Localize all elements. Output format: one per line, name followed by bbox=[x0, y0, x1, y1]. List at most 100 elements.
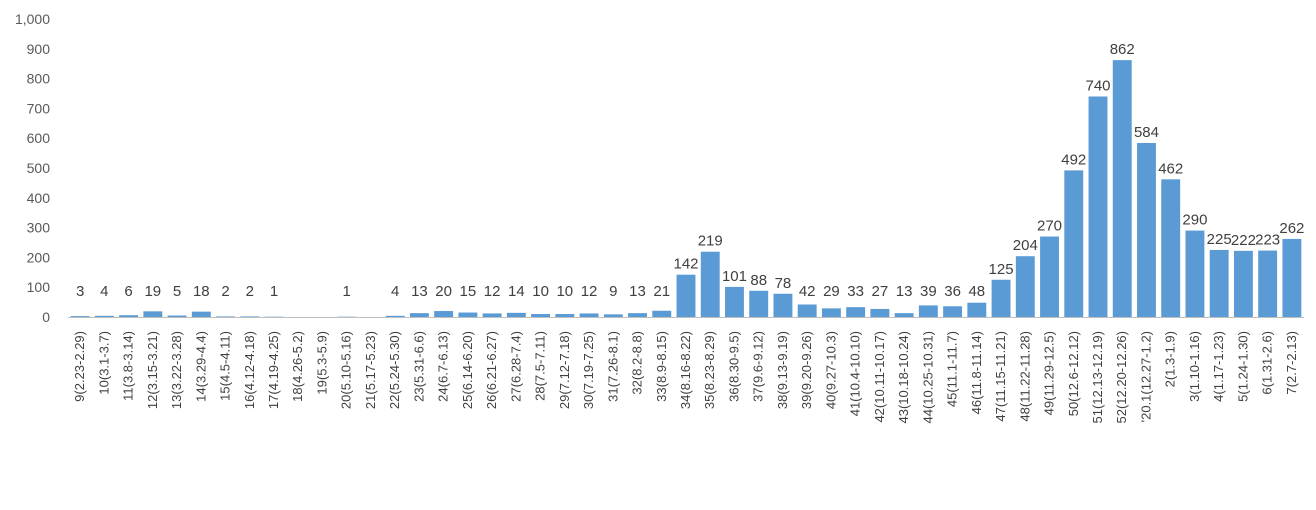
y-tick-label: 300 bbox=[27, 220, 51, 236]
x-tick-label: 15(4.5-4.11) bbox=[218, 331, 233, 401]
x-tick-label: 21(5.17-5.23) bbox=[363, 331, 378, 409]
data-label: 9 bbox=[609, 283, 617, 300]
y-tick-label: 800 bbox=[27, 71, 51, 87]
x-tick-label: 9(2.23-2.29) bbox=[72, 331, 87, 402]
x-tick-label: 33(8.9-8.15) bbox=[654, 331, 669, 402]
bar bbox=[603, 314, 623, 317]
bar bbox=[1282, 238, 1302, 317]
bar bbox=[943, 306, 963, 317]
y-tick-label: 400 bbox=[27, 190, 51, 206]
y-tick-label: 200 bbox=[27, 249, 51, 265]
bar bbox=[821, 308, 841, 317]
x-tick-label: 28(7.5-7.11) bbox=[533, 331, 548, 401]
x-tick-label: 49(11.29-12.5) bbox=[1042, 331, 1057, 415]
data-label: 13 bbox=[411, 283, 428, 300]
data-label: 4 bbox=[391, 283, 399, 300]
data-label: 20 bbox=[435, 283, 452, 300]
bar bbox=[1064, 170, 1084, 317]
bar bbox=[119, 315, 139, 317]
bar bbox=[1015, 256, 1035, 317]
x-tick-label: 20(5.10-5.16) bbox=[339, 331, 354, 409]
data-label: 5 bbox=[173, 283, 181, 300]
bar bbox=[1040, 236, 1059, 317]
x-tick-label: 6(1.31-2.6) bbox=[1260, 331, 1275, 395]
data-label: 13 bbox=[896, 283, 913, 300]
x-tick-label: 2(1.3-1.9) bbox=[1163, 331, 1178, 387]
data-labels: 3 4 6 19 5 18 2 2 1 1 4 13 20 15 12 14 10 10 12 9 13 21142219… bbox=[76, 41, 1304, 300]
data-label: 1 bbox=[270, 283, 278, 300]
data-label: 6 bbox=[124, 283, 132, 300]
y-tick-label: 500 bbox=[27, 160, 51, 176]
bar bbox=[409, 313, 429, 317]
x-tick-label: 12(3.15-3.21) bbox=[145, 331, 160, 409]
bar bbox=[870, 308, 890, 317]
data-label: 48 bbox=[968, 283, 985, 300]
x-tick-label: 48(11.22-11.28) bbox=[1017, 331, 1032, 422]
y-axis: 0 100 200 300 400 500 600 700 800 900 1,000 bbox=[15, 11, 50, 325]
bar bbox=[434, 311, 454, 317]
bar bbox=[216, 316, 235, 317]
bar bbox=[555, 314, 575, 317]
data-label: 262 bbox=[1279, 220, 1304, 237]
y-tick-label: 100 bbox=[27, 279, 51, 295]
x-tick-label: 14(3.29-4.4) bbox=[193, 331, 208, 402]
bar bbox=[385, 315, 405, 317]
x-tick-label: 42(10.11-10.17) bbox=[872, 331, 887, 423]
data-label: 740 bbox=[1085, 77, 1110, 94]
data-label: 78 bbox=[775, 275, 792, 292]
data-label: 19 bbox=[144, 283, 161, 300]
bar bbox=[1185, 230, 1205, 317]
y-tick-label: 0 bbox=[42, 309, 50, 325]
data-label: 33 bbox=[847, 283, 864, 300]
y-tick-label: 1,000 bbox=[15, 11, 50, 27]
x-tick-label: 40(9.27-10.3) bbox=[823, 331, 838, 409]
data-label: 29 bbox=[823, 283, 840, 300]
data-label: 10 bbox=[556, 283, 573, 300]
bar bbox=[94, 315, 114, 317]
bar bbox=[1112, 60, 1132, 318]
x-tick-label: 45(11.1-11.7) bbox=[945, 331, 960, 407]
bar bbox=[725, 286, 744, 317]
bar bbox=[918, 305, 938, 317]
data-label: 13 bbox=[629, 283, 646, 300]
bar bbox=[1258, 250, 1278, 317]
x-tick-label: 41(10.4-10.10) bbox=[848, 331, 863, 416]
data-label: 142 bbox=[673, 256, 698, 273]
bar bbox=[70, 316, 90, 317]
data-label: 290 bbox=[1182, 212, 1207, 229]
bar bbox=[700, 251, 720, 317]
data-label: 222 bbox=[1231, 232, 1256, 249]
x-tick-label: 43(10.18-10.24) bbox=[896, 331, 911, 424]
x-tick-label: 4(1.17-1.23) bbox=[1211, 331, 1226, 402]
x-tick-label: 31(7.26-8.1) bbox=[605, 331, 620, 402]
bar-series bbox=[70, 60, 1302, 318]
x-tick-label: 13(3.22-3.28) bbox=[169, 331, 184, 409]
data-label: 14 bbox=[508, 283, 525, 300]
bar bbox=[991, 279, 1011, 317]
x-tick-label: 26(6.21-6.27) bbox=[484, 331, 499, 409]
bar bbox=[191, 311, 211, 317]
x-tick-label: 17(4.19-4.25) bbox=[266, 331, 281, 409]
data-label: 21 bbox=[653, 283, 670, 300]
data-label: 101 bbox=[722, 268, 747, 285]
data-label: 219 bbox=[698, 233, 723, 250]
bar bbox=[1161, 179, 1181, 317]
bar bbox=[167, 315, 187, 317]
y-tick-label: 700 bbox=[27, 100, 51, 116]
data-label: 2 bbox=[221, 283, 229, 300]
data-label: 492 bbox=[1061, 151, 1086, 168]
x-tick-label: 24(6.7-6.13) bbox=[436, 331, 451, 402]
x-tick-label: 51(12.13-12.19) bbox=[1090, 331, 1105, 424]
data-label: 223 bbox=[1255, 232, 1280, 249]
bar bbox=[894, 313, 914, 317]
x-axis-labels: 9(2.23-2.29) 10(3.1-3.7) 11(3.8-3.14) 12(3.… bbox=[72, 331, 1299, 424]
bar bbox=[676, 274, 696, 317]
x-tick-label: 52(12.20-12.26) bbox=[1114, 331, 1129, 424]
bar bbox=[628, 313, 647, 317]
data-label: 270 bbox=[1037, 218, 1062, 235]
data-label: 125 bbox=[989, 261, 1014, 278]
x-tick-label: 50(12.6-12.12) bbox=[1066, 331, 1081, 416]
bar bbox=[240, 316, 260, 317]
data-label: 10 bbox=[532, 283, 549, 300]
